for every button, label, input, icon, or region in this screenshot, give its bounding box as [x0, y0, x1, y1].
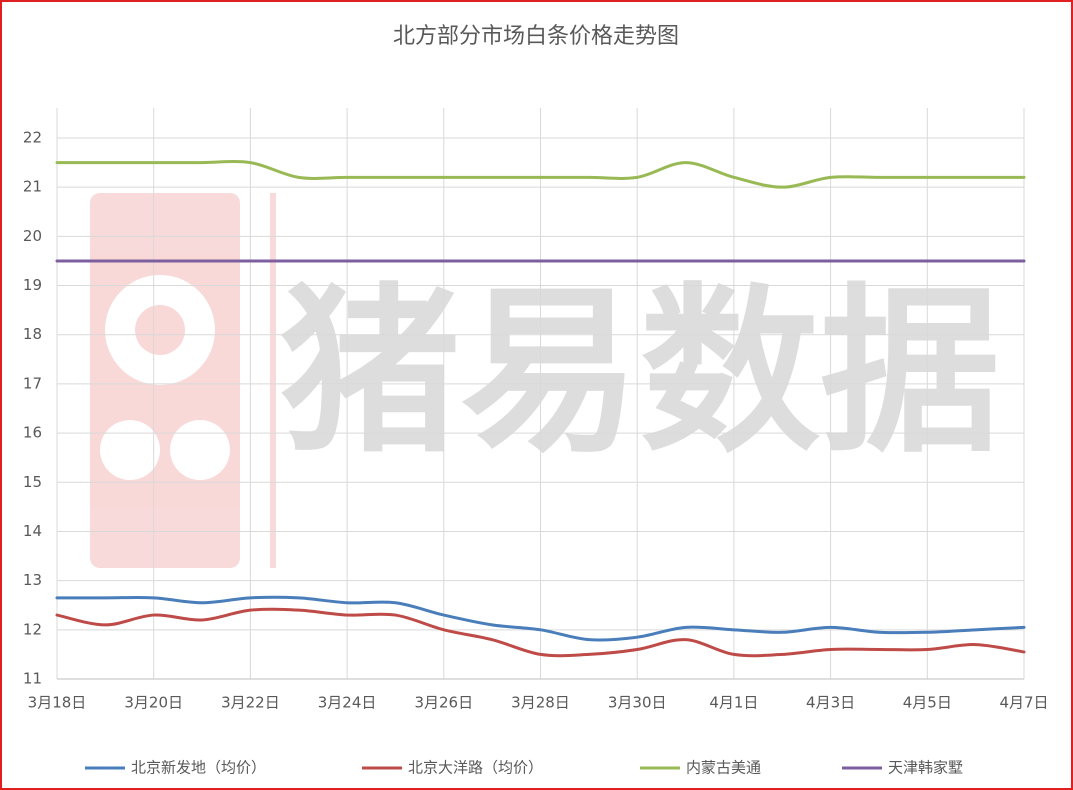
legend-label: 天津韩家墅: [888, 759, 963, 777]
line: [55, 160, 1026, 189]
x-tick-label: 4月1日: [709, 694, 758, 712]
y-tick-label: 16: [23, 424, 42, 442]
y-tick-label: 18: [23, 325, 42, 343]
y-tick-label: 15: [23, 473, 42, 491]
y-tick-label: 13: [23, 571, 42, 589]
logo: [90, 193, 276, 568]
chart-title: 北方部分市场白条价格走势图: [393, 24, 679, 49]
x-tick-label: 4月7日: [999, 694, 1048, 712]
y-tick-label: 21: [23, 178, 42, 196]
x-tick-label: 3月22日: [221, 694, 280, 712]
x-tick-label: 4月5日: [903, 694, 952, 712]
y-tick-label: 22: [23, 129, 42, 147]
line: [55, 607, 1026, 658]
watermark: 猪易数据: [280, 268, 1000, 477]
y-tick-label: 20: [23, 227, 42, 245]
legend-label: 内蒙古美通: [686, 759, 761, 777]
y-tick-label: 11: [23, 670, 42, 688]
x-tick-label: 3月30日: [608, 694, 667, 712]
x-tick-label: 3月18日: [28, 694, 87, 712]
x-tick-label: 3月24日: [318, 694, 377, 712]
x-tick-label: 3月28日: [511, 694, 570, 712]
legend-label: 北京新发地（均价）: [131, 759, 266, 777]
x-tick-label: 4月3日: [806, 694, 855, 712]
y-tick-label: 12: [23, 620, 42, 638]
legend-label: 北京大洋路（均价）: [408, 759, 543, 777]
x-tick-label: 3月26日: [414, 694, 473, 712]
x-tick-label: 3月20日: [124, 694, 183, 712]
line: [55, 595, 1026, 642]
y-tick-label: 17: [23, 374, 42, 392]
y-tick-label: 19: [23, 276, 42, 294]
y-tick-label: 14: [23, 522, 42, 540]
